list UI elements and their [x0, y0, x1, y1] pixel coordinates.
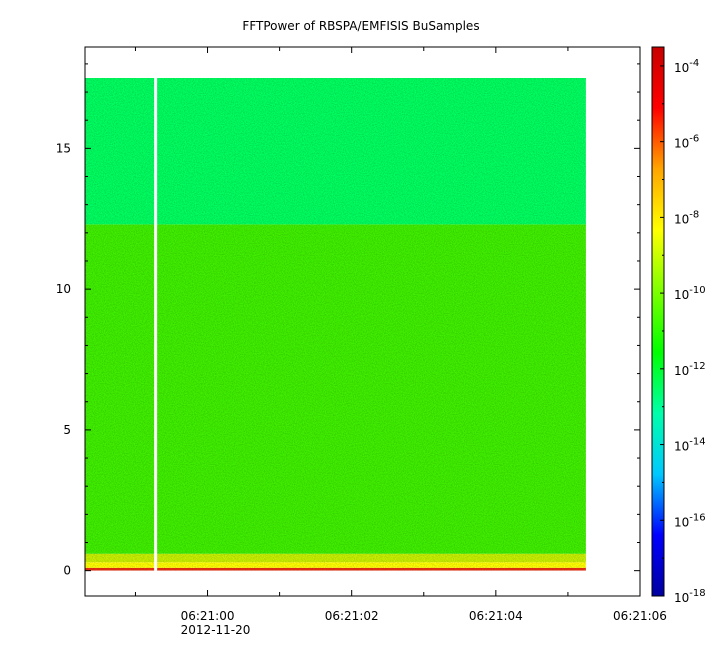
colorbar: 10-4 10-6 10-8 10-10 10-12 10-14 10-16 10-18: [651, 46, 706, 605]
y-tick-label-2: 10: [56, 282, 71, 296]
colorbar-tick-label-0: 10-4: [674, 58, 699, 75]
x-tick-label-2: 06:21:04: [469, 609, 523, 623]
x-tick-label-0: 06:21:00: [181, 609, 235, 623]
spectrogram-texture: [85, 77, 586, 571]
x-date-label: 2012-11-20: [181, 623, 251, 637]
y-tick-label-1: 5: [63, 423, 71, 437]
data-gap: [154, 77, 158, 571]
y-axis: 0 5 10 15: [56, 63, 640, 578]
colorbar-gradient: [651, 46, 665, 597]
colorbar-tick-label-7: 10-18: [674, 588, 706, 605]
y-tick-label-0: 0: [63, 564, 71, 578]
y-tick-label-3: 15: [56, 141, 71, 155]
colorbar-tick-label-6: 10-16: [674, 512, 706, 529]
colorbar-tick-label-3: 10-10: [674, 285, 706, 302]
chart-title: FFTPower of RBSPA/EMFISIS BuSamples: [242, 19, 479, 33]
colorbar-tick-label-5: 10-14: [674, 437, 706, 454]
spectrogram-data: [85, 77, 586, 571]
x-tick-label-3: 06:21:06: [613, 609, 667, 623]
x-tick-label-1: 06:21:02: [325, 609, 379, 623]
colorbar-tick-label-2: 10-8: [674, 209, 699, 226]
colorbar-tick-label-1: 10-6: [674, 134, 699, 151]
colorbar-tick-label-4: 10-12: [674, 361, 706, 378]
plot-frame: [84, 46, 641, 597]
